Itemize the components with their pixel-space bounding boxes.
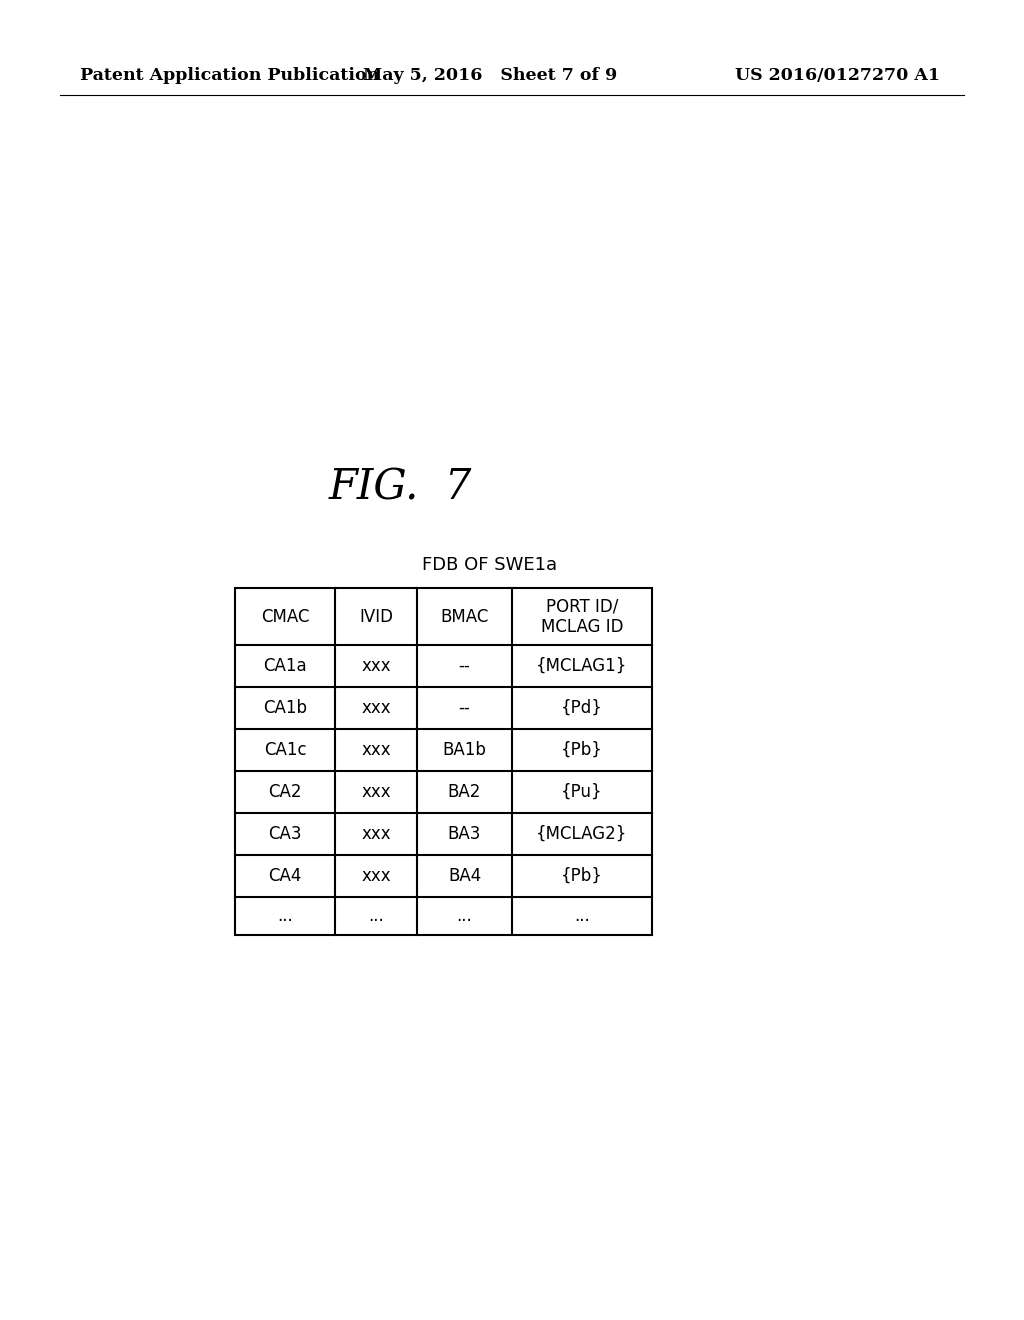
Text: CA1a: CA1a (263, 657, 307, 675)
Text: IVID: IVID (359, 607, 393, 626)
Text: CA1b: CA1b (263, 700, 307, 717)
Text: BA4: BA4 (447, 867, 481, 884)
Text: ...: ... (368, 907, 384, 925)
Bar (234, 587, 652, 935)
Text: --: -- (459, 700, 470, 717)
Text: xxx: xxx (361, 657, 391, 675)
Text: CA3: CA3 (268, 825, 302, 843)
Text: CA1c: CA1c (264, 741, 306, 759)
Text: {MCLAG1}: {MCLAG1} (537, 657, 628, 675)
Text: FIG.  7: FIG. 7 (329, 466, 472, 508)
Text: May 5, 2016   Sheet 7 of 9: May 5, 2016 Sheet 7 of 9 (362, 66, 617, 83)
Text: xxx: xxx (361, 700, 391, 717)
Text: {Pd}: {Pd} (561, 700, 603, 717)
Text: BA1b: BA1b (442, 741, 486, 759)
Text: CA4: CA4 (268, 867, 302, 884)
Text: --: -- (459, 657, 470, 675)
Text: {Pu}: {Pu} (561, 783, 603, 801)
Text: US 2016/0127270 A1: US 2016/0127270 A1 (735, 66, 940, 83)
Text: BA3: BA3 (447, 825, 481, 843)
Text: xxx: xxx (361, 825, 391, 843)
Text: BA2: BA2 (447, 783, 481, 801)
Text: Patent Application Publication: Patent Application Publication (80, 66, 379, 83)
Text: xxx: xxx (361, 741, 391, 759)
Text: ...: ... (278, 907, 293, 925)
Text: ...: ... (457, 907, 472, 925)
Text: xxx: xxx (361, 783, 391, 801)
Text: xxx: xxx (361, 867, 391, 884)
Text: {Pb}: {Pb} (561, 741, 603, 759)
Text: {Pb}: {Pb} (561, 867, 603, 884)
Text: ...: ... (574, 907, 590, 925)
Text: CA2: CA2 (268, 783, 302, 801)
Text: BMAC: BMAC (440, 607, 488, 626)
Text: {MCLAG2}: {MCLAG2} (537, 825, 628, 843)
Text: PORT ID/
MCLAG ID: PORT ID/ MCLAG ID (541, 597, 624, 636)
Text: FDB OF SWE1a: FDB OF SWE1a (423, 556, 557, 574)
Text: CMAC: CMAC (261, 607, 309, 626)
